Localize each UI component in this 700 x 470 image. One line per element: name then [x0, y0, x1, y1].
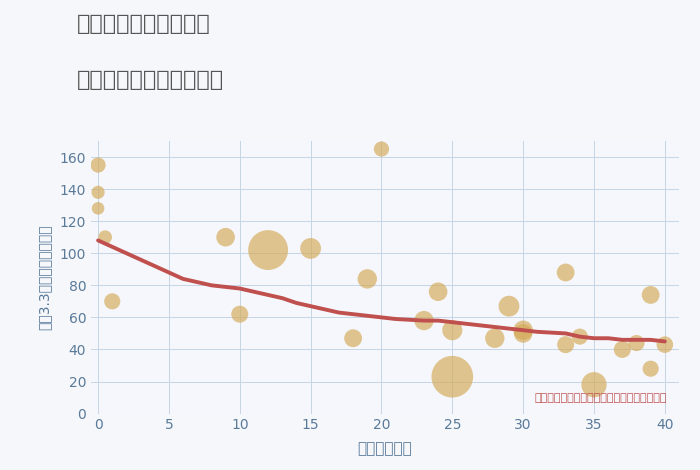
- Point: [106, 298, 118, 305]
- Point: [220, 234, 231, 241]
- Point: [234, 310, 246, 318]
- Point: [489, 335, 500, 342]
- Point: [92, 204, 104, 212]
- Point: [262, 246, 274, 254]
- Point: [517, 329, 528, 337]
- Text: 円の大きさは、取引のあった物件面積を示す: 円の大きさは、取引のあった物件面積を示す: [535, 393, 667, 403]
- Text: 築年数別中古戸建て価格: 築年数別中古戸建て価格: [77, 70, 224, 91]
- Point: [376, 145, 387, 153]
- Point: [631, 339, 642, 347]
- Point: [99, 234, 111, 241]
- Text: 奈良県奈良市馬場町の: 奈良県奈良市馬場町の: [77, 14, 211, 34]
- Point: [347, 335, 358, 342]
- Point: [589, 381, 600, 389]
- Point: [560, 341, 571, 348]
- Point: [645, 291, 657, 299]
- Point: [305, 245, 316, 252]
- X-axis label: 築年数（年）: 築年数（年）: [358, 441, 412, 456]
- Point: [645, 365, 657, 372]
- Point: [503, 302, 514, 310]
- Point: [560, 269, 571, 276]
- Point: [617, 346, 628, 353]
- Point: [574, 333, 585, 340]
- Point: [659, 341, 671, 348]
- Point: [92, 188, 104, 196]
- Point: [419, 317, 430, 324]
- Point: [362, 275, 373, 282]
- Point: [447, 327, 458, 334]
- Point: [447, 373, 458, 381]
- Y-axis label: 坪（3.3㎡）単価（万円）: 坪（3.3㎡）単価（万円）: [37, 225, 51, 330]
- Point: [433, 288, 444, 296]
- Point: [92, 161, 104, 169]
- Point: [517, 327, 528, 334]
